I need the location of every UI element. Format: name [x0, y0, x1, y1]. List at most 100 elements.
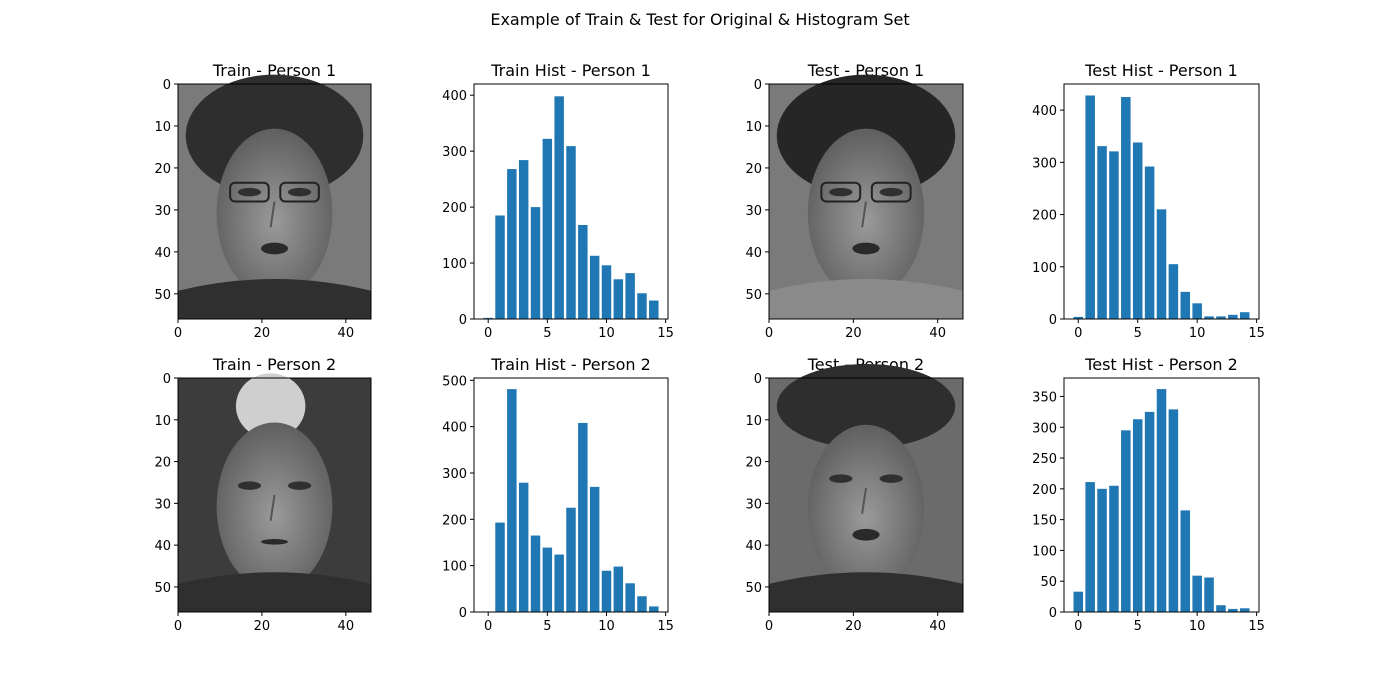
y-tick-label: 50 — [745, 581, 762, 596]
bar — [507, 389, 517, 612]
bar — [649, 300, 659, 319]
y-tick-label: 30 — [154, 204, 171, 219]
x-tick-label: 10 — [598, 326, 615, 341]
subplot-title: Test Hist - Person 1 — [1084, 61, 1238, 80]
glasses-right-shape — [870, 181, 912, 203]
face-shape — [807, 424, 925, 594]
bar — [1180, 291, 1191, 319]
bar — [1085, 482, 1095, 612]
bar — [554, 96, 564, 319]
x-tick-label: 15 — [657, 326, 674, 341]
bar — [1144, 166, 1155, 319]
y-tick-label: 0 — [754, 78, 762, 93]
y-tick-label: 10 — [745, 120, 762, 135]
bar — [1168, 409, 1179, 612]
y-tick-label: 100 — [442, 560, 467, 575]
eye-right-shape — [879, 474, 903, 483]
y-tick-label: 0 — [459, 606, 467, 621]
bar — [495, 522, 505, 612]
bar — [578, 225, 588, 319]
face-shape — [216, 128, 333, 298]
y-tick-label: 400 — [1032, 104, 1057, 119]
y-tick-label: 250 — [1032, 452, 1057, 467]
y-tick-label: 0 — [459, 313, 467, 328]
axes-frame — [177, 83, 372, 320]
x-tick-label: 20 — [254, 326, 271, 341]
y-tick-label: 50 — [154, 581, 171, 596]
y-tick-label: 40 — [154, 539, 171, 554]
face-shape — [216, 422, 333, 591]
bar — [1132, 419, 1143, 612]
bar — [1228, 314, 1238, 319]
bar — [1228, 608, 1238, 612]
subplot-2: Train Hist - Person 1 0 5 10 15 0 100 200 300 400 — [442, 61, 674, 341]
bar — [1192, 575, 1202, 612]
y-tick-label: 20 — [745, 162, 762, 177]
bar — [518, 482, 529, 612]
eye-left-shape — [237, 481, 261, 490]
bar — [601, 265, 612, 319]
hair-shape — [776, 363, 956, 449]
axes-frame — [1063, 377, 1260, 613]
bar — [1239, 312, 1250, 319]
y-tick-label: 20 — [154, 456, 171, 471]
x-tick-label: 10 — [1189, 619, 1206, 634]
bar — [637, 596, 647, 612]
shoulders-shape — [178, 279, 371, 319]
x-tick-label: 5 — [1134, 326, 1142, 341]
face-shape — [807, 128, 925, 298]
bar — [1204, 316, 1214, 319]
y-tick-label: 300 — [442, 145, 467, 160]
y-tick-label: 0 — [163, 372, 171, 387]
axes-frame — [473, 83, 669, 320]
bar — [1216, 316, 1226, 319]
subplot-title: Train - Person 2 — [212, 355, 336, 374]
y-tick-label: 10 — [154, 120, 171, 135]
mouth-shape — [852, 528, 880, 541]
glasses-left-shape — [820, 181, 862, 203]
bar — [1109, 151, 1119, 319]
bar — [1168, 264, 1179, 319]
y-tick-label: 40 — [154, 246, 171, 261]
x-tick-label: 40 — [929, 619, 946, 634]
y-tick-label: 10 — [745, 414, 762, 429]
mouth-shape — [260, 242, 289, 255]
y-tick-label: 100 — [1032, 544, 1057, 559]
bar — [589, 255, 600, 319]
subplot-8: Test Hist - Person 20 5 10 1505010015020025… — [1032, 355, 1265, 634]
bar — [625, 583, 635, 612]
y-tick-label: 10 — [154, 414, 171, 429]
mouth-shape — [852, 242, 880, 255]
x-tick-label: 0 — [765, 619, 773, 634]
x-tick-label: 0 — [174, 619, 182, 634]
y-tick-label: 300 — [1032, 421, 1057, 436]
eye-left-shape — [237, 187, 261, 197]
x-tick-label: 15 — [1248, 619, 1265, 634]
bar — [554, 554, 564, 612]
x-tick-label: 20 — [845, 326, 862, 341]
y-tick-label: 300 — [442, 467, 467, 482]
figure-title: Example of Train & Test for Original & H… — [490, 10, 910, 29]
subplot-3: Test - Person 1 0 20 40 0 10 20 30 40 50 — [745, 61, 964, 341]
x-tick-label: 20 — [845, 619, 862, 634]
x-tick-label: 15 — [657, 619, 674, 634]
y-tick-label: 20 — [745, 456, 762, 471]
axes-frame — [768, 377, 964, 613]
subplot-4: Test Hist - Person 1 0 5 10 15 0 100 200 300 400 — [1032, 61, 1265, 341]
shoulders-shape — [178, 572, 371, 612]
y-tick-label: 350 — [1032, 390, 1057, 405]
bar — [495, 215, 505, 319]
bar — [1144, 411, 1155, 612]
bar — [1192, 303, 1202, 319]
y-tick-label: 30 — [154, 497, 171, 512]
bar — [530, 535, 541, 612]
y-tick-label: 40 — [745, 246, 762, 261]
axes-frame — [177, 377, 372, 613]
x-tick-label: 15 — [1248, 326, 1265, 341]
y-tick-label: 200 — [1032, 209, 1057, 224]
y-tick-label: 400 — [442, 89, 467, 104]
bar — [1121, 430, 1131, 612]
nose-shape — [269, 494, 276, 521]
